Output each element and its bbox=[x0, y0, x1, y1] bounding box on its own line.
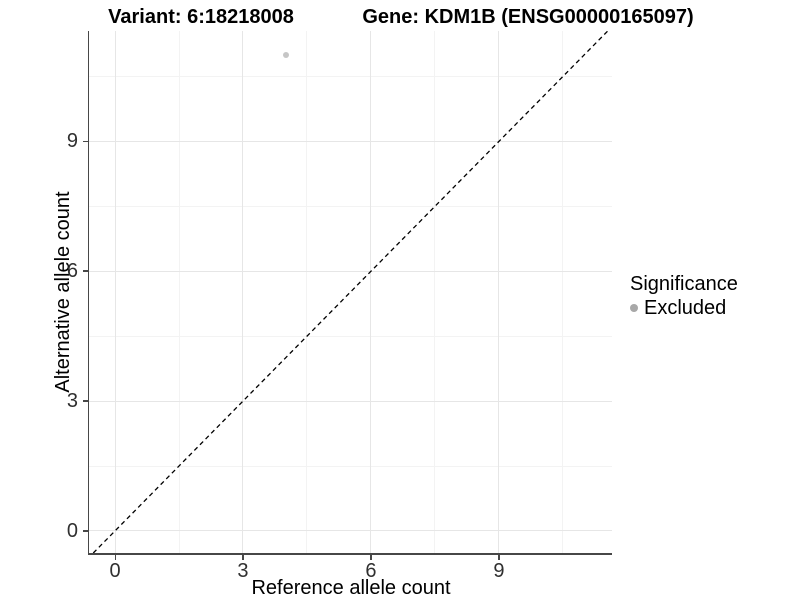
x-tick-label: 0 bbox=[109, 560, 121, 582]
gridline-y-major bbox=[89, 140, 612, 142]
x-tick-label: 3 bbox=[237, 560, 249, 582]
legend-item-label: Excluded bbox=[644, 297, 727, 319]
x-tick-mark bbox=[242, 554, 244, 560]
x-axis-title: Reference allele count bbox=[251, 577, 451, 599]
gridline-y-minor bbox=[89, 335, 612, 337]
identity-dashed-line bbox=[92, 30, 609, 554]
gridline-y-major bbox=[89, 400, 612, 402]
gridline-y-major bbox=[89, 270, 612, 272]
x-tick-mark bbox=[370, 554, 372, 560]
gridline-x-major bbox=[370, 31, 372, 553]
legend-item-excluded: Excluded bbox=[630, 297, 738, 319]
y-tick-mark bbox=[82, 140, 88, 143]
gridline-x-minor bbox=[562, 31, 564, 553]
gridline-x-minor bbox=[306, 31, 308, 553]
gridline-y-minor bbox=[89, 205, 612, 207]
y-tick-mark bbox=[82, 530, 88, 532]
gridline-y-minor bbox=[89, 75, 612, 77]
legend-point-icon bbox=[630, 304, 638, 312]
y-tick-label: 0 bbox=[66, 519, 78, 542]
y-tick-label: 9 bbox=[66, 130, 78, 153]
y-tick-label: 3 bbox=[66, 390, 78, 413]
gridline-x-minor bbox=[434, 31, 436, 553]
x-axis-line bbox=[87, 553, 612, 555]
plot-panel bbox=[89, 30, 612, 554]
x-tick-mark bbox=[114, 554, 117, 560]
y-tick-mark bbox=[82, 400, 88, 402]
gridline-x-major bbox=[114, 31, 116, 553]
legend-title: Significance bbox=[630, 273, 738, 295]
y-tick-mark bbox=[82, 270, 88, 272]
plot-title-gene: Gene: KDM1B (ENSG00000165097) bbox=[362, 6, 694, 28]
y-axis-line bbox=[87, 31, 89, 555]
gridline-x-minor bbox=[178, 31, 180, 553]
gridline-y-major bbox=[89, 530, 612, 532]
x-tick-label: 9 bbox=[493, 560, 505, 582]
gridline-y-minor bbox=[89, 465, 612, 467]
y-tick-label: 6 bbox=[66, 260, 78, 283]
x-tick-label: 6 bbox=[365, 560, 377, 582]
gridline-x-major bbox=[242, 31, 244, 553]
data-point bbox=[282, 51, 289, 58]
plot-title-variant: Variant: 6:18218008 bbox=[108, 6, 294, 28]
y-axis-title: Alternative allele count bbox=[52, 191, 74, 393]
x-tick-mark bbox=[498, 554, 500, 560]
gridline-x-major bbox=[498, 31, 500, 553]
legend: Significance Excluded bbox=[630, 273, 738, 319]
